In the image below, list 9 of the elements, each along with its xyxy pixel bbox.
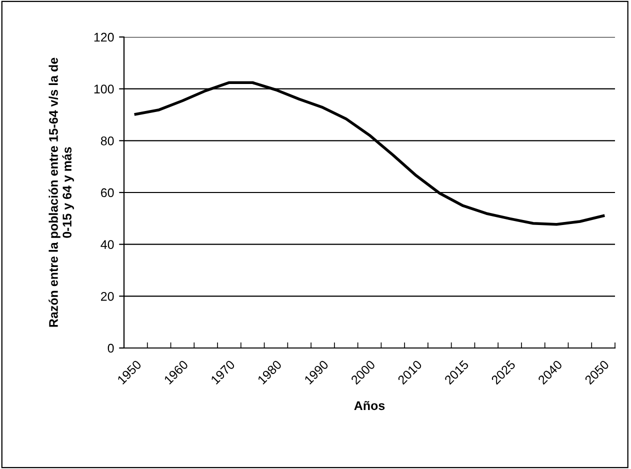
y-tick-label: 20	[101, 292, 114, 301]
y-tick-label: 80	[100, 136, 114, 146]
y-tick-label: 0	[108, 344, 114, 353]
x-axis-title: Años	[354, 400, 385, 410]
y-tick-label: 120	[94, 32, 114, 42]
y-tick-label: 100	[94, 84, 114, 94]
y-tick-label: 60	[101, 188, 114, 198]
y-axis-title: Razón entre la población entre 15-64 v/s la de 0-15 y 64 y más	[48, 58, 74, 327]
y-tick-label: 40	[100, 240, 114, 249]
